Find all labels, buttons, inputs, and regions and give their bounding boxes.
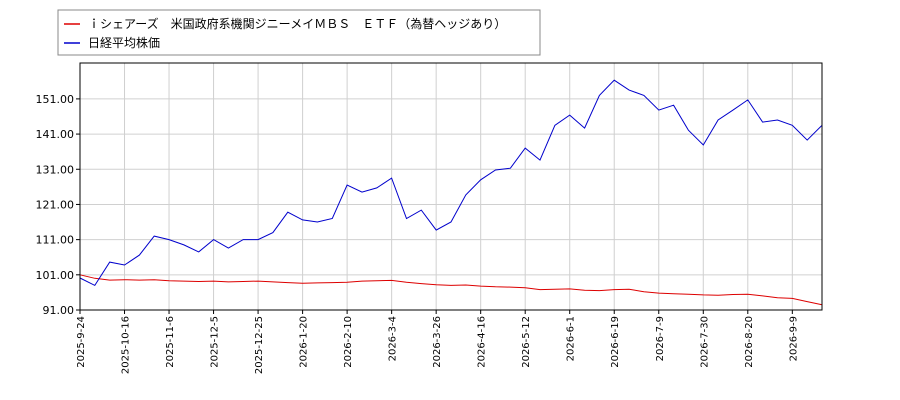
x-tick-label: 2025-9-24 — [76, 316, 87, 368]
x-tick-label: 2025-12-25 — [254, 316, 265, 374]
y-tick-label: 151.00 — [36, 93, 75, 106]
x-tick-label: 2025-10-16 — [121, 316, 132, 374]
y-tick-label: 101.00 — [36, 269, 75, 282]
series-line — [79, 274, 823, 306]
x-tick-label: 2026-1-20 — [299, 316, 310, 368]
x-tick-label: 2026-2-10 — [343, 316, 354, 368]
x-tick-label: 2026-6-1 — [566, 316, 577, 361]
x-tick-label: 2026-4-16 — [477, 316, 488, 368]
y-tick-label: 131.00 — [36, 163, 75, 176]
x-tick-label: 2026-7-9 — [655, 316, 666, 361]
y-tick-label: 91.00 — [43, 304, 75, 317]
legend-label: ｉシェアーズ 米国政府系機関ジニーメイＭＢＳ ＥＴＦ（為替ヘッジあり） — [88, 16, 506, 31]
x-tick-label: 2026-8-20 — [744, 316, 755, 368]
y-tick-label: 111.00 — [36, 234, 75, 247]
grid — [79, 63, 822, 311]
x-tick-label: 2026-9-9 — [788, 316, 799, 361]
x-tick-label: 2025-11-6 — [165, 316, 176, 368]
series-line — [79, 79, 823, 287]
legend: ｉシェアーズ 米国政府系機関ジニーメイＭＢＳ ＥＴＦ（為替ヘッジあり） 日経平均株… — [57, 9, 541, 56]
plot-area — [79, 62, 823, 311]
x-tick-label: 2026-3-4 — [388, 316, 399, 361]
x-tick-label: 2026-5-12 — [521, 316, 532, 368]
y-tick-label: 141.00 — [36, 128, 75, 141]
x-tick-label: 2026-3-26 — [432, 316, 443, 368]
legend-box — [57, 9, 541, 56]
x-tick-label: 2026-7-30 — [699, 316, 710, 368]
y-tick-label: 121.00 — [36, 198, 75, 211]
x-tick-label: 2026-6-19 — [610, 316, 621, 368]
x-tick-label: 2025-12-5 — [210, 316, 221, 368]
legend-label: 日経平均株価 — [88, 35, 160, 50]
